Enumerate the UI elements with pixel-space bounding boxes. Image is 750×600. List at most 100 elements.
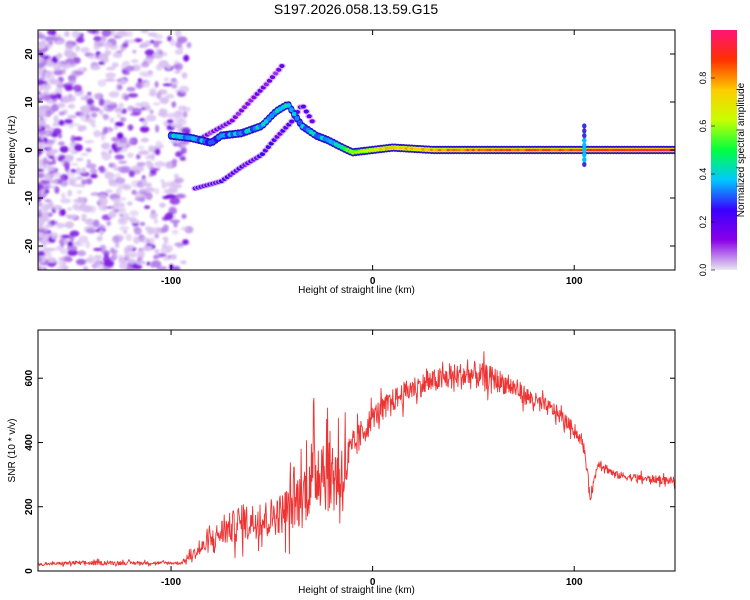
noise-speckle bbox=[118, 254, 123, 261]
main-trace-core bbox=[597, 148, 602, 152]
noise-speckle bbox=[123, 94, 129, 101]
secondary-trace-point bbox=[300, 104, 306, 109]
noise-speckle bbox=[51, 157, 57, 165]
noise-speckle bbox=[142, 73, 154, 77]
noise-speckle bbox=[116, 83, 123, 91]
noise-speckle bbox=[105, 189, 113, 194]
spectrogram-y-tick-label: -10 bbox=[24, 190, 35, 205]
noise-speckle bbox=[145, 160, 152, 165]
noise-speckle bbox=[40, 41, 47, 46]
noise-speckle bbox=[57, 141, 65, 146]
noise-speckle bbox=[53, 205, 63, 210]
noise-speckle bbox=[85, 163, 97, 169]
noise-speckle bbox=[116, 113, 122, 118]
snr-y-tick-label: 200 bbox=[24, 498, 35, 515]
spike-artifact-point bbox=[582, 128, 587, 134]
noise-speckle bbox=[98, 197, 108, 206]
main-trace-core bbox=[371, 148, 375, 152]
noise-speckle bbox=[55, 266, 67, 270]
noise-speckle bbox=[57, 260, 67, 267]
noise-speckle bbox=[67, 249, 78, 256]
noise-speckle bbox=[77, 125, 84, 132]
spectrogram-content bbox=[38, 30, 675, 270]
noise-speckle bbox=[41, 211, 49, 217]
main-trace-core bbox=[373, 148, 377, 151]
spike-artifact-point bbox=[582, 147, 587, 153]
noise-speckle bbox=[75, 258, 87, 266]
noise-speckle bbox=[55, 54, 63, 59]
main-trace-core bbox=[421, 148, 425, 151]
main-trace-core bbox=[446, 148, 450, 152]
main-trace-core bbox=[656, 148, 660, 152]
noise-speckle bbox=[59, 248, 70, 255]
main-trace-core bbox=[651, 148, 655, 152]
noise-speckle bbox=[142, 119, 148, 127]
noise-speckle bbox=[164, 77, 169, 82]
noise-speckle bbox=[38, 257, 43, 262]
noise-speckle bbox=[96, 235, 103, 242]
main-trace-core bbox=[533, 148, 537, 152]
noise-speckle bbox=[81, 167, 86, 173]
noise-speckle bbox=[42, 157, 48, 165]
noise-speckle bbox=[137, 250, 145, 258]
spectrogram-x-tick-label: -100 bbox=[161, 276, 181, 287]
noise-speckle bbox=[104, 172, 110, 177]
main-trace-core bbox=[645, 148, 649, 152]
noise-speckle bbox=[181, 213, 187, 219]
noise-speckle bbox=[106, 128, 112, 133]
noise-speckle bbox=[146, 227, 155, 235]
noise-speckle bbox=[114, 147, 123, 151]
noise-speckle bbox=[118, 102, 124, 108]
main-trace-core bbox=[365, 149, 369, 152]
noise-speckle bbox=[40, 112, 47, 118]
noise-speckle bbox=[48, 166, 55, 171]
noise-speckle bbox=[136, 162, 146, 167]
main-trace-core bbox=[410, 147, 414, 150]
noise-speckle bbox=[124, 39, 130, 45]
main-trace-core bbox=[499, 148, 503, 152]
main-trace-mid bbox=[291, 111, 297, 117]
main-trace-core bbox=[544, 148, 548, 152]
upper-branch-trace-point bbox=[270, 75, 276, 80]
noise-speckle bbox=[151, 153, 155, 161]
main-trace-core bbox=[385, 147, 389, 150]
noise-speckle bbox=[115, 187, 122, 196]
noise-speckle bbox=[176, 193, 187, 199]
noise-speckle bbox=[169, 197, 181, 205]
noise-speckle bbox=[53, 34, 63, 39]
noise-speckle bbox=[43, 175, 52, 180]
noise-speckle bbox=[86, 159, 91, 165]
noise-speckle bbox=[118, 160, 128, 164]
noise-speckle bbox=[165, 161, 173, 169]
snr-x-tick-label: -100 bbox=[161, 577, 181, 588]
noise-speckle bbox=[156, 92, 162, 100]
noise-speckle bbox=[101, 153, 112, 161]
main-trace-core bbox=[354, 150, 358, 154]
noise-speckle bbox=[116, 50, 123, 54]
noise-speckle bbox=[88, 118, 96, 126]
noise-speckle bbox=[133, 165, 145, 172]
noise-speckle bbox=[160, 51, 168, 57]
colorbar-tick-label: 0.2 bbox=[698, 216, 708, 229]
noise-speckle bbox=[138, 150, 150, 156]
noise-speckle bbox=[166, 112, 177, 119]
colorbar-tick-label: 0.8 bbox=[698, 72, 708, 85]
noise-speckle bbox=[54, 186, 60, 194]
noise-speckle bbox=[38, 62, 44, 69]
snr-panel: -100 0 100 0 200 400 600 Height of straight li… bbox=[7, 329, 676, 596]
noise-speckle bbox=[104, 78, 116, 82]
main-trace-core bbox=[387, 146, 391, 150]
main-trace-core bbox=[396, 146, 400, 150]
noise-speckle bbox=[167, 35, 173, 42]
noise-speckle bbox=[60, 61, 68, 65]
noise-speckle bbox=[149, 167, 157, 175]
noise-speckle bbox=[90, 168, 98, 175]
noise-speckle bbox=[38, 168, 44, 172]
noise-speckle bbox=[98, 109, 104, 115]
noise-speckle bbox=[113, 201, 120, 206]
noise-speckle bbox=[81, 218, 86, 221]
secondary-trace-point bbox=[306, 114, 312, 119]
noise-speckle bbox=[135, 154, 141, 160]
noise-speckle bbox=[90, 112, 98, 118]
